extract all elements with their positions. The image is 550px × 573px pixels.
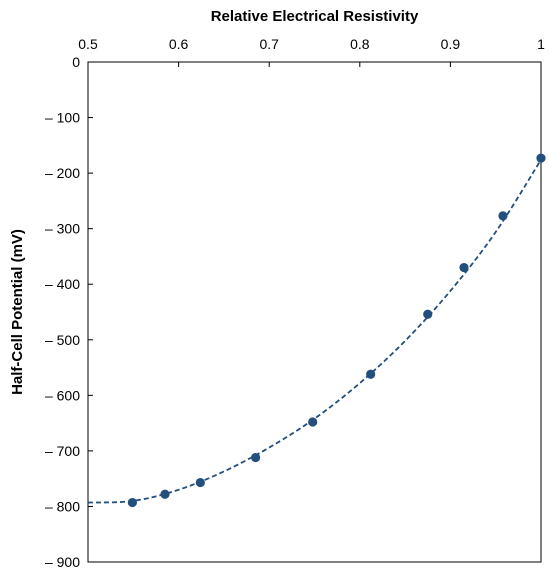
x-tick-label: 0.6 [169,36,189,52]
plot-area [87,61,542,563]
y-tick-label: 0 [72,54,80,70]
data-point [498,211,508,221]
y-tick-label: – 400 [45,276,80,292]
y-tick-label: – 900 [45,554,80,570]
y-tick-label: – 600 [45,387,80,403]
y-tick-label: – 100 [45,110,80,126]
x-axis: 0.5 0.6 0.7 0.8 0.9 1 [78,36,545,67]
y-tick-label: – 800 [45,498,80,514]
data-points [127,153,546,508]
trendline [87,159,542,504]
y-tick-label: – 200 [45,165,80,181]
data-point [366,369,376,379]
data-point [195,477,205,488]
data-point [308,417,318,427]
x-tick-label: 0.5 [78,36,98,52]
y-axis: 0 – 100 – 200 – 300 – 400 – 500 – 600 – 700 – 80… [45,54,93,570]
y-tick-label: – 300 [45,221,80,237]
data-point [127,497,137,508]
y-axis-title: Half-Cell Potential (mV) [9,229,26,395]
x-axis-title: Relative Electrical Resistivity [211,8,419,25]
data-point [423,309,433,319]
x-tick-label: 0.9 [441,36,461,52]
data-point [536,153,546,163]
data-point [251,452,261,463]
y-tick-label: – 700 [45,443,80,459]
y-tick-label: – 500 [45,332,80,348]
x-tick-label: 1 [537,36,545,52]
data-point [459,262,469,273]
x-tick-label: 0.7 [259,36,279,52]
x-tick-label: 0.8 [350,36,370,52]
data-point [160,489,170,499]
